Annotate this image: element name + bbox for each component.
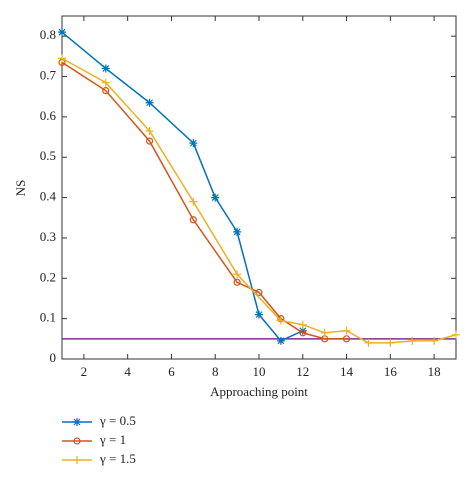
x-tick-label: 14: [340, 364, 354, 379]
data-point: [101, 78, 110, 87]
data-point: [189, 139, 198, 148]
legend-label: γ = 0.5: [99, 413, 136, 428]
data-point: [408, 336, 417, 345]
data-point: [189, 216, 197, 224]
y-tick-label: 0.7: [40, 68, 57, 83]
series-line: [61, 61, 347, 340]
x-tick-label: 8: [212, 364, 219, 379]
data-point: [58, 58, 66, 66]
y-tick-label: 0.8: [40, 27, 56, 42]
data-point: [145, 137, 154, 145]
x-tick-label: 12: [296, 364, 309, 379]
data-point: [299, 329, 307, 337]
data-point: [276, 316, 285, 325]
data-point: [430, 336, 439, 345]
y-tick-label: 0.1: [40, 310, 56, 325]
legend-marker: [73, 437, 81, 445]
x-tick-label: 2: [81, 364, 88, 379]
legend-label: γ = 1: [99, 432, 126, 447]
y-tick-label: 0: [50, 350, 57, 365]
x-axis-label: Approaching point: [210, 384, 308, 399]
y-tick-label: 0.5: [40, 148, 56, 163]
data-point: [320, 328, 329, 337]
data-point: [342, 335, 351, 343]
data-point: [298, 326, 307, 335]
data-point: [233, 227, 242, 236]
y-tick-label: 0.6: [40, 108, 57, 123]
data-point: [364, 338, 373, 347]
y-axis-label: NS: [13, 180, 28, 197]
data-point: [233, 270, 242, 279]
plot-frame: [61, 15, 457, 360]
data-point: [276, 336, 285, 345]
data-point: [145, 127, 154, 136]
x-tick-label: 18: [428, 364, 441, 379]
x-tick-label: 6: [168, 364, 175, 379]
x-tick-label: 10: [253, 364, 266, 379]
data-point: [321, 335, 329, 343]
legend-marker: [73, 418, 81, 426]
data-point: [101, 64, 110, 73]
data-point: [342, 326, 351, 335]
data-point: [58, 54, 66, 63]
x-tick-label: 4: [124, 364, 131, 379]
data-point: [452, 330, 460, 339]
data-point: [233, 278, 241, 286]
y-tick-label: 0.2: [40, 269, 56, 284]
data-point: [189, 197, 198, 206]
legend-label: γ = 1.5: [99, 451, 136, 466]
data-point: [211, 193, 220, 202]
data-point: [386, 338, 395, 347]
data-point: [298, 320, 307, 329]
legend-marker: [73, 456, 81, 464]
x-tick-label: 16: [384, 364, 398, 379]
data-point: [145, 98, 154, 107]
data-point: [255, 310, 263, 319]
series-line: [61, 57, 457, 344]
y-tick-label: 0.3: [40, 229, 56, 244]
data-point: [58, 28, 66, 37]
y-tick-label: 0.4: [40, 189, 57, 204]
data-point: [102, 87, 110, 95]
